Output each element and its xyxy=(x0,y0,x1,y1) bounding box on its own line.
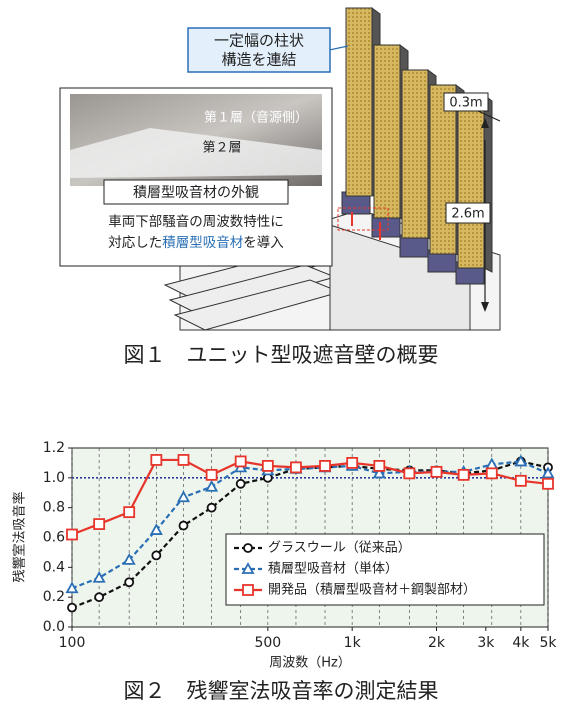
marker xyxy=(66,528,78,541)
marker xyxy=(457,468,470,481)
marker xyxy=(94,592,105,603)
marker xyxy=(485,467,498,480)
marker xyxy=(124,577,135,588)
marker xyxy=(123,506,136,519)
legend-label: グラスウール（従来品） xyxy=(268,541,411,556)
marker xyxy=(514,474,527,487)
marker xyxy=(176,490,191,503)
legend-marker xyxy=(243,543,253,553)
marker xyxy=(151,550,162,561)
structure xyxy=(163,7,501,331)
description-part: 対応した xyxy=(108,235,162,251)
x-tick-label: 100 xyxy=(59,635,86,651)
marker xyxy=(93,518,106,530)
callout-text: 一定幅の柱状 xyxy=(214,32,304,50)
height-label: 2.6m xyxy=(451,207,484,222)
x-tick-label: 1k xyxy=(344,635,362,651)
marker xyxy=(205,479,219,492)
marker xyxy=(65,581,79,594)
legend-label: 開発品（積層型吸音材＋鋼製部材） xyxy=(268,582,476,598)
marker xyxy=(261,459,274,472)
legend-marker xyxy=(242,584,254,596)
y-tick-label: 0.6 xyxy=(43,530,65,546)
x-axis-label: 周波数（Hz） xyxy=(269,656,351,671)
figure-caption: 図１ ユニット型吸遮音壁の概要 xyxy=(124,343,439,367)
marker xyxy=(346,457,359,469)
photo-panel: 第１層（音源側） 第２層 積層型吸音材の外観 車両下部騒音の周波数特性に 対応し… xyxy=(59,87,333,267)
marker xyxy=(542,477,554,490)
marker xyxy=(541,466,555,479)
y-tick-label: 0.8 xyxy=(43,500,65,516)
marker xyxy=(177,454,190,466)
legend-label: 積層型吸音材（単体） xyxy=(268,561,398,577)
callout: 一定幅の柱状 構造を連結 xyxy=(187,27,331,73)
y-axis-label: 残響室法吸音率 xyxy=(12,491,28,582)
y-tick-label: 0.0 xyxy=(43,619,65,635)
marker xyxy=(205,468,218,481)
y-tick-label: 1.2 xyxy=(43,440,65,456)
marker xyxy=(290,461,302,474)
legend-marker xyxy=(241,562,255,574)
y-tick-label: 0.2 xyxy=(43,589,65,605)
marker xyxy=(430,465,443,478)
legend-box xyxy=(225,533,545,606)
x-tick-label: 500 xyxy=(254,635,281,651)
x-tick-label: 5k xyxy=(539,635,557,651)
y-tick-label: 0.4 xyxy=(43,559,65,575)
marker xyxy=(150,454,163,466)
marker xyxy=(514,454,528,467)
description-highlight: 積層型吸音材 xyxy=(162,234,243,251)
marker xyxy=(373,459,386,472)
x-tick-label: 2k xyxy=(428,635,446,651)
marker xyxy=(319,459,331,472)
marker xyxy=(67,602,77,613)
marker xyxy=(206,502,217,513)
figure-caption: 図２ 残響室法吸音率の測定結果 xyxy=(124,679,439,703)
x-tick-label: 3k xyxy=(477,635,495,651)
width-label: 0.3m xyxy=(449,96,482,111)
description-part: を導入 xyxy=(243,235,284,251)
y-tick-label: 1.0 xyxy=(43,470,65,486)
marker xyxy=(122,553,136,565)
chart: 0.0 0.2 0.4 0.6 0.8 1.0 1.2 100 500 1k 2k 3k 4k 5k グラス… xyxy=(43,440,558,651)
photo-label: 第１層（音源側） xyxy=(204,110,308,126)
description: 車両下部騒音の周波数特性に xyxy=(108,213,284,230)
marker xyxy=(234,455,247,468)
marker xyxy=(403,467,416,480)
marker xyxy=(178,520,189,531)
photo-caption: 積層型吸音材の外観 xyxy=(133,184,259,201)
marker xyxy=(149,523,163,535)
marker xyxy=(235,478,246,489)
description: 対応した積層型吸音材を導入 xyxy=(108,234,284,251)
marker xyxy=(92,570,106,583)
x-tick-label: 4k xyxy=(512,635,530,651)
marker xyxy=(372,466,386,479)
photo-label: 第２層 xyxy=(202,141,241,156)
callout-text: 構造を連結 xyxy=(221,51,296,69)
